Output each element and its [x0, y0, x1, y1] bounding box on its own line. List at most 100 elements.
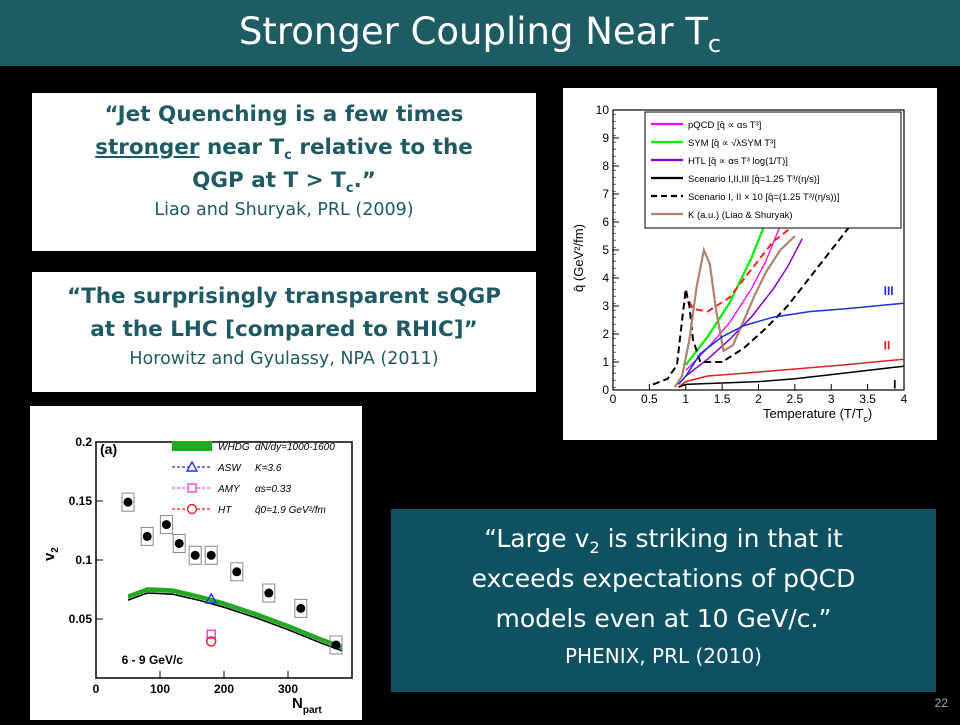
systematic-bracket [172, 533, 186, 553]
y-tick-label: 0.15 [69, 494, 93, 508]
quote-text: relative to the [291, 135, 473, 160]
systematic-bracket [230, 562, 244, 582]
y-tick-label: 0.1 [75, 553, 92, 567]
data-point [296, 603, 306, 613]
series-line [678, 365, 905, 388]
legend-marker [185, 460, 199, 472]
legend-extra: K=3.6 [255, 463, 282, 474]
series-line [678, 358, 905, 388]
quote-line: at the LHC [compared to RHIC]” [90, 317, 478, 342]
quote-line: models even at 10 GeV/c.” [495, 604, 832, 633]
annotation-iii: III [884, 284, 894, 298]
data-point [331, 640, 341, 650]
citation: Horowitz and Gyulassy, NPA (2011) [129, 349, 439, 369]
x-tick-label: 0 [610, 392, 617, 406]
x-tick-label: 0.5 [641, 392, 658, 406]
legend-label: SYM [q̂ ∝ √λSYM T³] [688, 138, 776, 149]
legend-label: ASW [217, 463, 242, 474]
x-tick-label: 3 [828, 392, 835, 406]
y-tick-label: 3 [602, 299, 609, 313]
data-point [123, 497, 133, 507]
y-tick-label: 0.05 [69, 612, 93, 626]
annotation-ii: II [884, 338, 891, 352]
page-number: 22 [934, 696, 948, 710]
quote-text: is striking in that it [599, 524, 843, 553]
panel-label: (a) [100, 441, 117, 457]
y-axis-label: q̂ (GeV²/fm) [571, 224, 586, 292]
data-point [264, 588, 274, 598]
systematic-bracket [329, 635, 343, 655]
quote-line: “Jet Quenching is a few times [104, 102, 464, 127]
amy-point [206, 629, 216, 640]
qhat-chart-panel: 0 0.5 1 1.5 2 2.5 3 3.5 4 0 1 2 3 4 5 6 7 8 9 10 pQCD [q̂ ∝ … [563, 88, 937, 440]
y-tick-label: 5 [602, 243, 609, 257]
systematic-bracket [294, 598, 308, 618]
x-tick-label: 0 [93, 682, 100, 696]
annotation-i: I [893, 378, 896, 392]
x-tick-label: 4 [901, 392, 908, 406]
x-tick-label: 1 [682, 392, 689, 406]
x-tick-label: 2.5 [787, 392, 804, 406]
x-axis-label-end: ) [868, 406, 872, 421]
quote-liao-shuryak: “Jet Quenching is a few times stronger n… [32, 93, 536, 251]
legend: pQCD [q̂ ∝ αs T³] SYM [q̂ ∝ √λSYM T³] HTL … [644, 111, 902, 229]
slide-title: Stronger Coupling Near Tc [0, 6, 960, 58]
legend-label: pQCD [q̂ ∝ αs T³] [688, 120, 761, 131]
legend-label: HTL [q̂ ∝ αs T³ log(1/T)] [688, 156, 788, 167]
series-line [683, 215, 810, 313]
title-bar: Stronger Coupling Near Tc [0, 0, 960, 66]
legend: WHDG dN/dy=1000-1600 ASW K=3.6 AMY αs=0.33 HT q… [172, 441, 335, 516]
x-axis-label-sub: part [303, 705, 323, 716]
quote-text: near T [199, 135, 285, 160]
quote-line: exceeds expectations of pQCD [471, 564, 856, 593]
subscript: c [284, 148, 292, 163]
kinematic-label: 6 - 9 GeV/c [122, 653, 184, 667]
y-tick-label: 10 [596, 103, 610, 117]
series-line [685, 238, 803, 377]
data-point [161, 520, 171, 530]
title-subscript: c [707, 30, 722, 58]
y-tick-label: 1 [602, 355, 609, 369]
v2-chart: 0 100 200 300 0.05 0.1 0.15 0.2 WHDG dN/dy=1000-1… [41, 435, 353, 716]
quote-line: “Large v2 is striking in that it [391, 519, 936, 559]
x-tick-label: 100 [150, 682, 170, 696]
systematic-bracket [121, 492, 135, 512]
legend-marker [187, 483, 197, 493]
legend-label: AMY [217, 484, 241, 495]
y-tick-label: 7 [602, 187, 609, 201]
y-tick-label: 0 [602, 383, 609, 397]
y-axis-label-sub: 2 [50, 547, 61, 553]
subscript: c [345, 181, 354, 196]
data-point [190, 550, 200, 560]
y-tick-label: 0.2 [75, 435, 92, 449]
x-axis-label: Npart [292, 695, 322, 716]
y-tick-label: 2 [602, 327, 609, 341]
y-axis-label: v2 [41, 547, 61, 561]
x-axis-label: Temperature (T/Tc) [763, 406, 872, 424]
legend-label: HT [218, 505, 232, 516]
legend-label: Scenario I, II × 10 [q̂=(1.25 T³/(η/s))] [688, 192, 839, 203]
systematic-bracket [262, 583, 276, 603]
systematic-bracket [140, 526, 154, 546]
legend-label: WHDG [218, 442, 250, 453]
x-tick-label: 300 [278, 682, 298, 696]
x-tick-label: 2 [755, 392, 762, 406]
title-text: Stronger Coupling Near T [238, 10, 708, 53]
systematic-bracket [159, 515, 173, 535]
quote-text: QGP at T > T [192, 168, 346, 193]
y-tick-label: 9 [602, 131, 609, 145]
quote-line: stronger near Tc relative to the [32, 131, 536, 164]
x-tick-label: 3.5 [859, 392, 876, 406]
systematic-bracket [188, 545, 202, 565]
citation: Liao and Shuryak, PRL (2009) [154, 200, 414, 220]
legend-extra: αs=0.33 [255, 484, 291, 495]
legend-swatch [172, 441, 212, 451]
y-tick-label: 4 [602, 271, 609, 285]
x-tick-label: 1.5 [714, 392, 731, 406]
quote-phenix: “Large v2 is striking in that it exceeds… [391, 509, 936, 692]
x-tick-label: 200 [214, 682, 234, 696]
series-line [652, 159, 894, 386]
y-tick-label: 8 [602, 159, 609, 173]
data-point [232, 567, 242, 577]
data-point [206, 550, 216, 560]
